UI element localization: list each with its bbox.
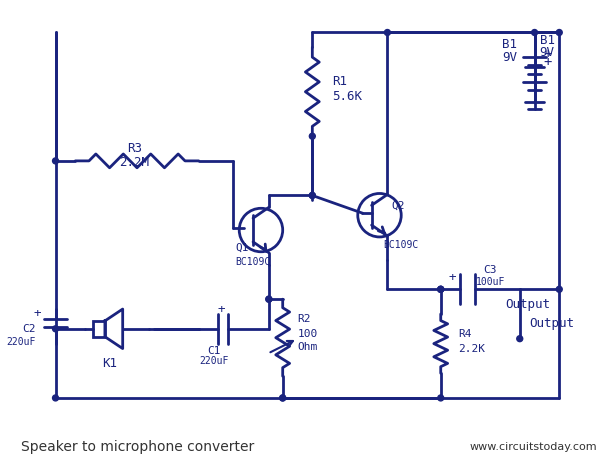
Circle shape — [266, 296, 272, 302]
Text: C2: C2 — [22, 324, 36, 334]
Text: R2: R2 — [297, 314, 311, 324]
Circle shape — [280, 395, 286, 401]
Circle shape — [53, 395, 58, 401]
Text: C1: C1 — [207, 345, 220, 356]
Circle shape — [280, 395, 286, 401]
Text: Q1: Q1 — [235, 243, 249, 253]
Text: BC109C: BC109C — [384, 240, 419, 250]
Text: K1: K1 — [102, 357, 117, 370]
Text: Speaker to microphone converter: Speaker to microphone converter — [21, 440, 254, 454]
Circle shape — [266, 296, 272, 302]
Circle shape — [53, 158, 58, 164]
Text: 9V: 9V — [539, 46, 555, 59]
Text: +: + — [543, 47, 552, 61]
Text: +: + — [543, 55, 552, 69]
Text: +: + — [449, 271, 456, 284]
Text: Q2: Q2 — [391, 200, 405, 210]
Text: +: + — [218, 303, 225, 316]
Text: Output: Output — [530, 318, 574, 330]
Text: Ohm: Ohm — [297, 342, 318, 352]
Text: 5.6K: 5.6K — [332, 90, 362, 103]
Circle shape — [53, 326, 58, 332]
Text: 9V: 9V — [503, 51, 517, 64]
Text: BC109C: BC109C — [235, 257, 270, 266]
Text: 100uF: 100uF — [476, 278, 505, 287]
Bar — [93, 321, 105, 337]
Text: 2.2K: 2.2K — [459, 344, 485, 353]
Text: 2.2M: 2.2M — [120, 156, 150, 169]
Text: 220uF: 220uF — [199, 356, 228, 366]
Text: R1: R1 — [332, 75, 347, 88]
Circle shape — [557, 286, 562, 292]
Text: C3: C3 — [484, 265, 497, 274]
Circle shape — [310, 193, 315, 199]
Circle shape — [438, 286, 444, 292]
Text: www.circuitstoday.com: www.circuitstoday.com — [469, 442, 597, 452]
Text: 100: 100 — [297, 329, 318, 339]
Circle shape — [310, 133, 315, 139]
Circle shape — [384, 29, 390, 35]
Circle shape — [438, 286, 444, 292]
Text: 220uF: 220uF — [6, 337, 36, 346]
Circle shape — [438, 395, 444, 401]
Circle shape — [531, 29, 538, 35]
Text: R3: R3 — [127, 141, 142, 154]
Circle shape — [310, 193, 315, 199]
Text: B1: B1 — [539, 34, 555, 47]
Text: +: + — [33, 306, 40, 319]
Text: Output: Output — [505, 298, 550, 311]
Circle shape — [517, 336, 523, 342]
Text: R4: R4 — [459, 329, 472, 339]
Circle shape — [438, 286, 444, 292]
Circle shape — [557, 29, 562, 35]
Text: B1: B1 — [503, 38, 517, 51]
